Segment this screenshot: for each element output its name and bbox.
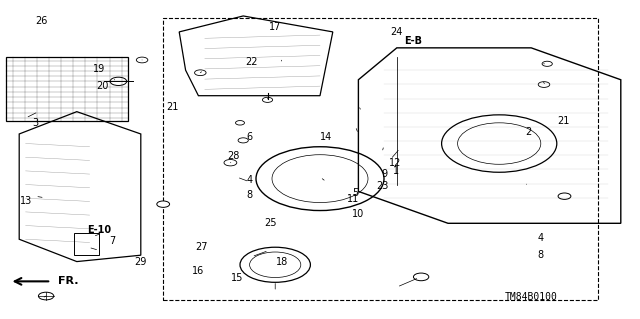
Circle shape xyxy=(38,292,54,300)
Text: 22: 22 xyxy=(245,57,258,67)
Circle shape xyxy=(236,121,244,125)
Text: 12: 12 xyxy=(389,158,402,168)
Text: 4: 4 xyxy=(538,233,544,243)
Text: 26: 26 xyxy=(35,16,48,26)
Text: 21: 21 xyxy=(557,116,570,126)
Text: 1: 1 xyxy=(392,166,399,176)
Circle shape xyxy=(558,193,571,199)
Text: 25: 25 xyxy=(264,218,276,228)
Circle shape xyxy=(157,201,170,207)
Text: 27: 27 xyxy=(195,242,208,252)
Text: 13: 13 xyxy=(19,196,32,206)
Circle shape xyxy=(538,82,550,87)
Circle shape xyxy=(110,77,127,85)
Text: 8: 8 xyxy=(538,250,544,260)
Text: 16: 16 xyxy=(192,266,205,276)
Text: 11: 11 xyxy=(347,194,360,204)
Circle shape xyxy=(542,61,552,66)
Circle shape xyxy=(262,97,273,102)
Text: 20: 20 xyxy=(96,81,109,91)
Text: 23: 23 xyxy=(376,181,388,191)
Circle shape xyxy=(195,70,206,76)
Text: 5: 5 xyxy=(352,188,358,198)
Text: E-10: E-10 xyxy=(87,225,111,235)
Circle shape xyxy=(238,138,248,143)
Text: 28: 28 xyxy=(227,151,240,161)
Text: 15: 15 xyxy=(230,272,243,283)
Text: 3: 3 xyxy=(32,118,38,128)
Text: 14: 14 xyxy=(320,132,333,142)
Text: 18: 18 xyxy=(275,256,288,267)
Text: TM84B0100: TM84B0100 xyxy=(505,292,557,302)
Text: 10: 10 xyxy=(352,209,365,219)
Text: 21: 21 xyxy=(166,102,179,112)
Text: 4: 4 xyxy=(246,175,253,185)
Text: 2: 2 xyxy=(525,127,531,137)
Text: 29: 29 xyxy=(134,256,147,267)
Text: 6: 6 xyxy=(246,132,253,142)
Text: 7: 7 xyxy=(109,236,115,246)
Circle shape xyxy=(413,273,429,281)
Text: 9: 9 xyxy=(381,169,387,179)
Text: 8: 8 xyxy=(246,189,253,200)
Text: 24: 24 xyxy=(390,27,403,37)
Text: 19: 19 xyxy=(93,63,106,74)
Bar xyxy=(74,233,99,255)
Circle shape xyxy=(224,160,237,166)
Text: E-B: E-B xyxy=(404,36,422,46)
Text: FR.: FR. xyxy=(58,276,78,286)
Text: 17: 17 xyxy=(269,22,282,32)
